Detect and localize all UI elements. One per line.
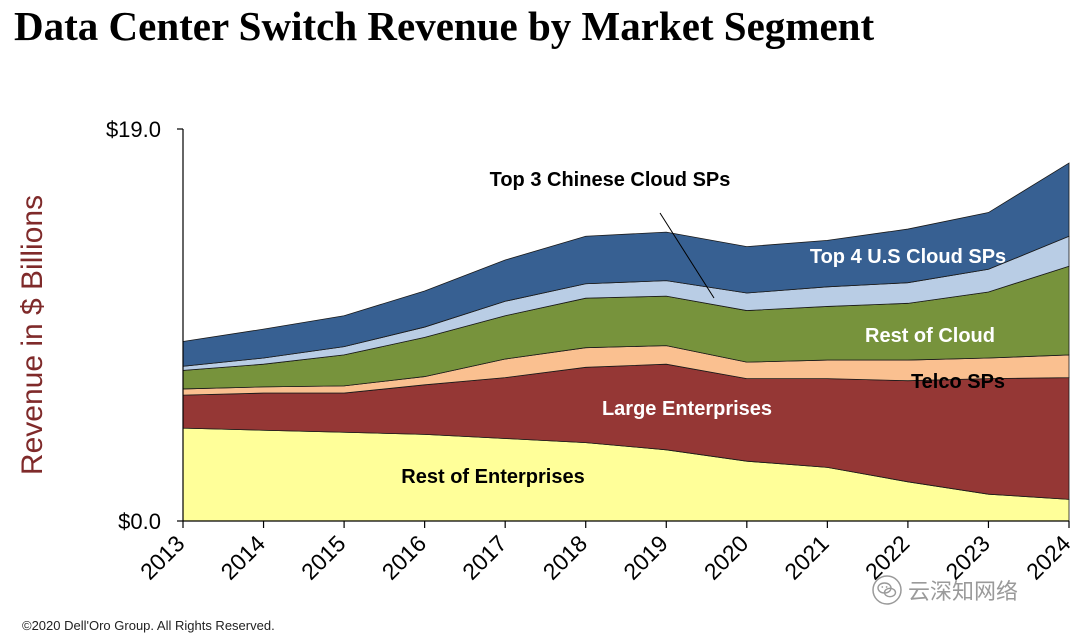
x-tick-label: 2024 (1021, 530, 1076, 585)
label-top-3-chinese-cloud-sps: Top 3 Chinese Cloud SPs (490, 169, 731, 191)
chart-title: Data Center Switch Revenue by Market Seg… (14, 3, 875, 49)
x-tick-label: 2014 (216, 530, 271, 585)
label-top-4-u-s-cloud-sps: Top 4 U.S Cloud SPs (810, 246, 1006, 268)
watermark-text: 云深知网络 (908, 580, 1019, 605)
x-tick-label: 2021 (779, 530, 834, 585)
segment-labels: Top 3 Chinese Cloud SPs Top 4 U.S Cloud S… (401, 169, 1006, 488)
x-tick-label: 2016 (377, 530, 432, 585)
label-leader-line (659, 212, 715, 299)
y-tick-label: $19.0 (106, 117, 161, 142)
x-tick-label: 2015 (296, 530, 351, 585)
x-tick-label: 2013 (135, 530, 190, 585)
label-telco-sps: Telco SPs (911, 371, 1005, 393)
x-tick-label: 2017 (457, 530, 512, 585)
label-rest-of-enterprises: Rest of Enterprises (401, 466, 584, 488)
watermark: 云深知网络 (872, 574, 1018, 606)
wechat-icon (872, 575, 902, 605)
area-layer (182, 162, 1070, 522)
x-tick-label: 2020 (699, 530, 754, 585)
copyright-footer: ©2020 Dell'Oro Group. All Rights Reserve… (22, 618, 275, 633)
y-axis-label: Revenue in $ Billions (16, 195, 49, 475)
y-tick-label: $0.0 (118, 509, 161, 534)
x-tick-label: 2019 (618, 530, 673, 585)
label-rest-of-cloud: Rest of Cloud (865, 325, 995, 347)
x-tick-label: 2018 (538, 530, 593, 585)
label-large-enterprises: Large Enterprises (602, 398, 772, 420)
area-top-3-chinese-cloud-sps (182, 162, 1070, 367)
